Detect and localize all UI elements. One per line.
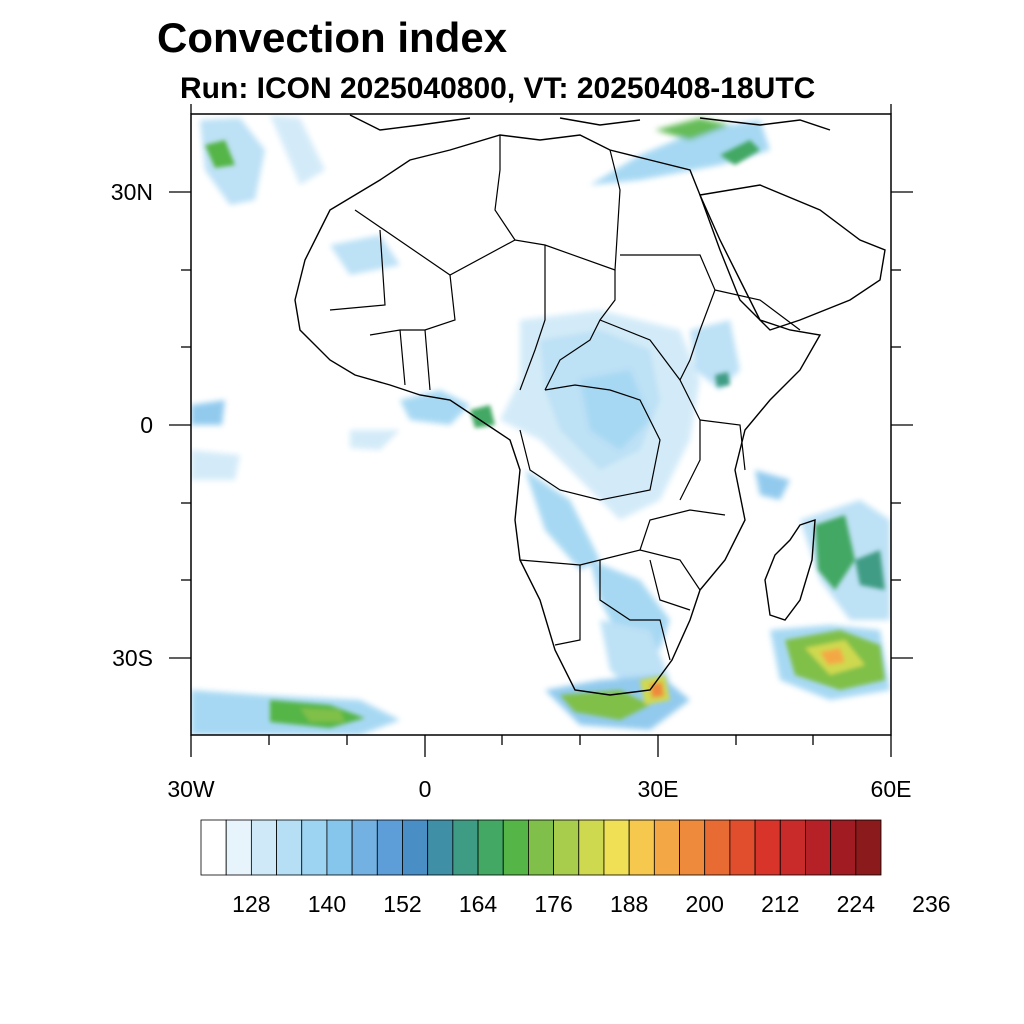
colorbar-label: 128 — [232, 891, 270, 917]
colorbar-labels: 128 140 152 164 176 188 200 212 224 236 — [232, 891, 950, 917]
colorbar-label: 164 — [459, 891, 498, 917]
colorbar-swatch — [200, 819, 227, 876]
colorbar-swatch — [326, 819, 353, 876]
y-tick-label: 0 — [140, 412, 153, 438]
y-tick-label: 30N — [111, 179, 153, 205]
colorbar-swatch — [528, 819, 554, 876]
y-tick-label: 30S — [112, 645, 153, 671]
colorbar-label: 224 — [837, 891, 876, 917]
x-tick-label: 30W — [167, 776, 215, 802]
colorbar-swatch — [427, 819, 454, 876]
axis-ticks — [169, 104, 913, 757]
colorbar-swatch — [502, 819, 529, 876]
colorbar-swatch — [603, 819, 630, 876]
convection-field — [191, 115, 890, 735]
x-tick-label: 30E — [638, 776, 679, 802]
colorbar-label: 212 — [761, 891, 799, 917]
colorbar-swatch — [276, 819, 303, 876]
colorbar-swatch — [754, 819, 781, 876]
colorbar-swatch — [653, 819, 680, 876]
colorbar — [200, 819, 882, 876]
colorbar-swatch — [376, 819, 403, 876]
colorbar-swatch — [225, 819, 252, 876]
colorbar-swatch — [729, 819, 756, 876]
x-tick-label: 60E — [871, 776, 912, 802]
colorbar-swatch — [477, 819, 504, 876]
colorbar-label: 188 — [610, 891, 648, 917]
country-borders — [329, 135, 801, 661]
colorbar-label: 236 — [912, 891, 950, 917]
chart-title: Convection index — [157, 14, 508, 61]
colorbar-label: 176 — [534, 891, 572, 917]
colorbar-swatch — [628, 819, 655, 876]
colorbar-swatch — [351, 819, 378, 876]
colorbar-label: 200 — [686, 891, 724, 917]
colorbar-label: 140 — [308, 891, 346, 917]
colorbar-swatch — [679, 819, 706, 876]
colorbar-swatch — [578, 819, 605, 876]
colorbar-swatch — [553, 819, 580, 876]
colorbar-swatch — [830, 819, 857, 876]
colorbar-swatch — [301, 819, 328, 876]
colorbar-swatch — [704, 819, 731, 876]
colorbar-swatch — [250, 819, 277, 876]
colorbar-label: 152 — [383, 891, 421, 917]
colorbar-swatch — [402, 819, 429, 876]
colorbar-swatch — [805, 819, 832, 876]
colorbar-swatch — [452, 819, 479, 876]
colorbar-swatch — [779, 819, 806, 876]
x-tick-label: 0 — [419, 776, 432, 802]
colorbar-swatch — [855, 819, 882, 876]
chart-subtitle: Run: ICON 2025040800, VT: 20250408-18UTC — [180, 72, 816, 105]
